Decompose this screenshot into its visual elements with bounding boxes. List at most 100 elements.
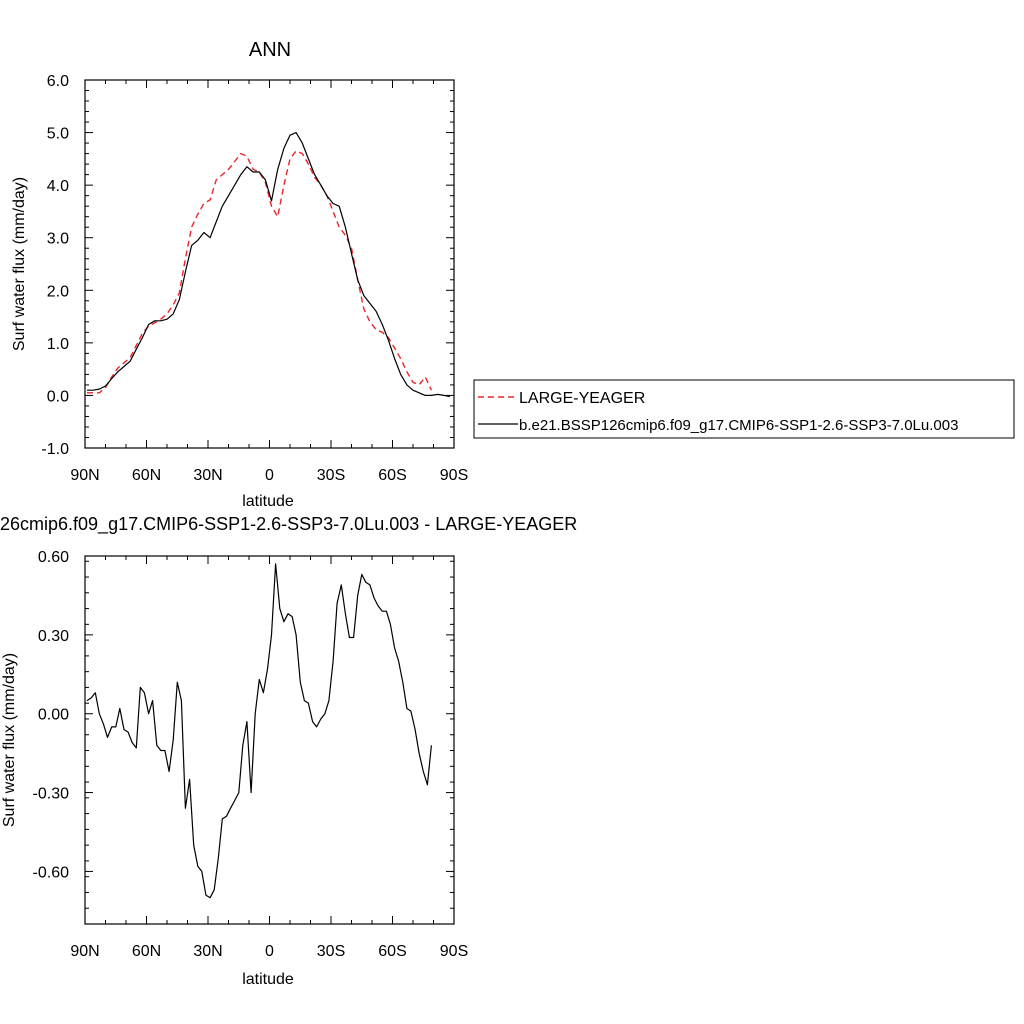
top-ytick-label: -1.0 xyxy=(41,441,69,458)
top-series-0-point xyxy=(369,321,370,322)
bottom-series-0-point xyxy=(222,818,223,819)
bottom-panel-frame xyxy=(84,555,455,925)
bottom-series-0-point xyxy=(369,584,370,585)
top-xtick-label: 30N xyxy=(193,467,222,484)
top-series-1-point xyxy=(209,237,210,238)
top-series-1-point xyxy=(234,185,235,186)
top-series-1-point xyxy=(400,374,401,375)
bottom-series-0-point xyxy=(111,726,112,727)
top-series-1-point xyxy=(111,378,112,379)
bottom-series-0-point xyxy=(160,750,161,751)
top-series-1-point xyxy=(246,166,247,167)
bottom-series-0-point xyxy=(152,700,153,701)
bottom-panel-plot-area xyxy=(86,563,432,899)
top-series-0-point xyxy=(376,329,377,330)
top-panel-plot-area xyxy=(87,132,451,398)
top-ytick-label: 6.0 xyxy=(47,73,69,90)
top-series-1-point xyxy=(277,169,278,170)
top-series-0-point xyxy=(332,211,333,212)
top-series-0-point xyxy=(296,150,297,151)
top-series-1-point xyxy=(99,389,100,390)
top-panel-xlabel: latitude xyxy=(242,493,294,510)
bottom-series-0-point xyxy=(431,745,432,746)
bottom-series-0-point xyxy=(218,858,219,859)
top-series-0-point xyxy=(382,332,383,333)
bottom-series-0-point xyxy=(365,582,366,583)
top-series-0-point xyxy=(400,358,401,359)
top-series-1-point xyxy=(369,303,370,304)
top-series-1-point xyxy=(216,221,217,222)
top-xtick-label: 90S xyxy=(440,467,468,484)
top-series-1-point xyxy=(443,395,444,396)
legend-label-case: b.e21.BSSP126cmip6.f09_g17.CMIP6-SSP1-2.… xyxy=(519,417,958,434)
bottom-series-0-point xyxy=(255,713,256,714)
bottom-ytick-label: -0.60 xyxy=(33,864,70,881)
top-series-1-point xyxy=(437,394,438,395)
top-series-0-point xyxy=(351,248,352,249)
top-series-1-point xyxy=(203,232,204,233)
bottom-ytick-label: 0.00 xyxy=(38,707,69,724)
bottom-series-0-point xyxy=(398,661,399,662)
top-series-1-point xyxy=(191,245,192,246)
bottom-series-0-point xyxy=(324,713,325,714)
bottom-xtick-label: 30N xyxy=(193,943,222,960)
bottom-series-0-point xyxy=(373,597,374,598)
top-series-0-point xyxy=(339,227,340,228)
bottom-series-0-point xyxy=(386,611,387,612)
bottom-series-0-point xyxy=(246,721,247,722)
bottom-series-0-point xyxy=(320,718,321,719)
top-series-1-point xyxy=(240,174,241,175)
top-series-1-point xyxy=(253,171,254,172)
bottom-series-0-point xyxy=(357,595,358,596)
top-series-1-point xyxy=(166,319,167,320)
top-series-0-point xyxy=(246,156,247,157)
top-xtick-label: 30S xyxy=(317,467,345,484)
bottom-series-0-point xyxy=(283,621,284,622)
top-series-0-point xyxy=(203,203,204,204)
top-series-0-point xyxy=(142,333,143,334)
bottom-ytick-label: 0.30 xyxy=(38,628,69,645)
bottom-xtick-label: 90S xyxy=(440,943,468,960)
bottom-series-0-point xyxy=(132,742,133,743)
top-series-0-point xyxy=(191,227,192,228)
bottom-series-0-point xyxy=(91,697,92,698)
top-series-1-point xyxy=(148,324,149,325)
top-series-1-point xyxy=(431,395,432,396)
top-series-1-point xyxy=(117,371,118,372)
top-series-1-point xyxy=(339,206,340,207)
bottom-series-0-point xyxy=(238,792,239,793)
legend: LARGE-YEAGER b.e21.BSSP126cmip6.f09_g17.… xyxy=(473,379,1015,439)
bottom-series-0-point xyxy=(378,605,379,606)
top-series-0-point xyxy=(394,348,395,349)
bottom-series-0-point xyxy=(136,747,137,748)
top-ytick-label: 0.0 xyxy=(47,388,69,405)
top-series-0-point xyxy=(216,179,217,180)
bottom-series-0-point xyxy=(353,637,354,638)
bottom-series-0-point xyxy=(250,792,251,793)
bottom-series-0-point xyxy=(300,682,301,683)
top-series-1-point xyxy=(308,158,309,159)
top-series-1-point xyxy=(382,324,383,325)
bottom-series-0-point xyxy=(107,737,108,738)
bottom-series-0-point xyxy=(287,613,288,614)
top-series-1-point xyxy=(394,358,395,359)
top-series-line-0 xyxy=(87,150,433,394)
bottom-series-line-0 xyxy=(86,563,432,899)
top-series-1-point xyxy=(449,396,450,397)
bottom-series-0-point xyxy=(419,753,420,754)
bottom-series-0-point xyxy=(189,779,190,780)
top-series-1-point xyxy=(388,340,389,341)
top-series-0-point xyxy=(240,153,241,154)
top-series-0-point xyxy=(419,384,420,385)
bottom-panel-ticks xyxy=(84,555,455,925)
top-series-1-point xyxy=(326,195,327,196)
bottom-series-0-point xyxy=(361,574,362,575)
top-series-0-point xyxy=(93,392,94,393)
top-series-1-point xyxy=(179,299,180,300)
bottom-series-0-point xyxy=(234,800,235,801)
bottom-series-0-point xyxy=(312,721,313,722)
top-series-1-point xyxy=(173,313,174,314)
bottom-panel-title: 26cmip6.f09_g17.CMIP6-SSP1-2.6-SSP3-7.0L… xyxy=(0,514,577,535)
top-series-0-point xyxy=(234,161,235,162)
